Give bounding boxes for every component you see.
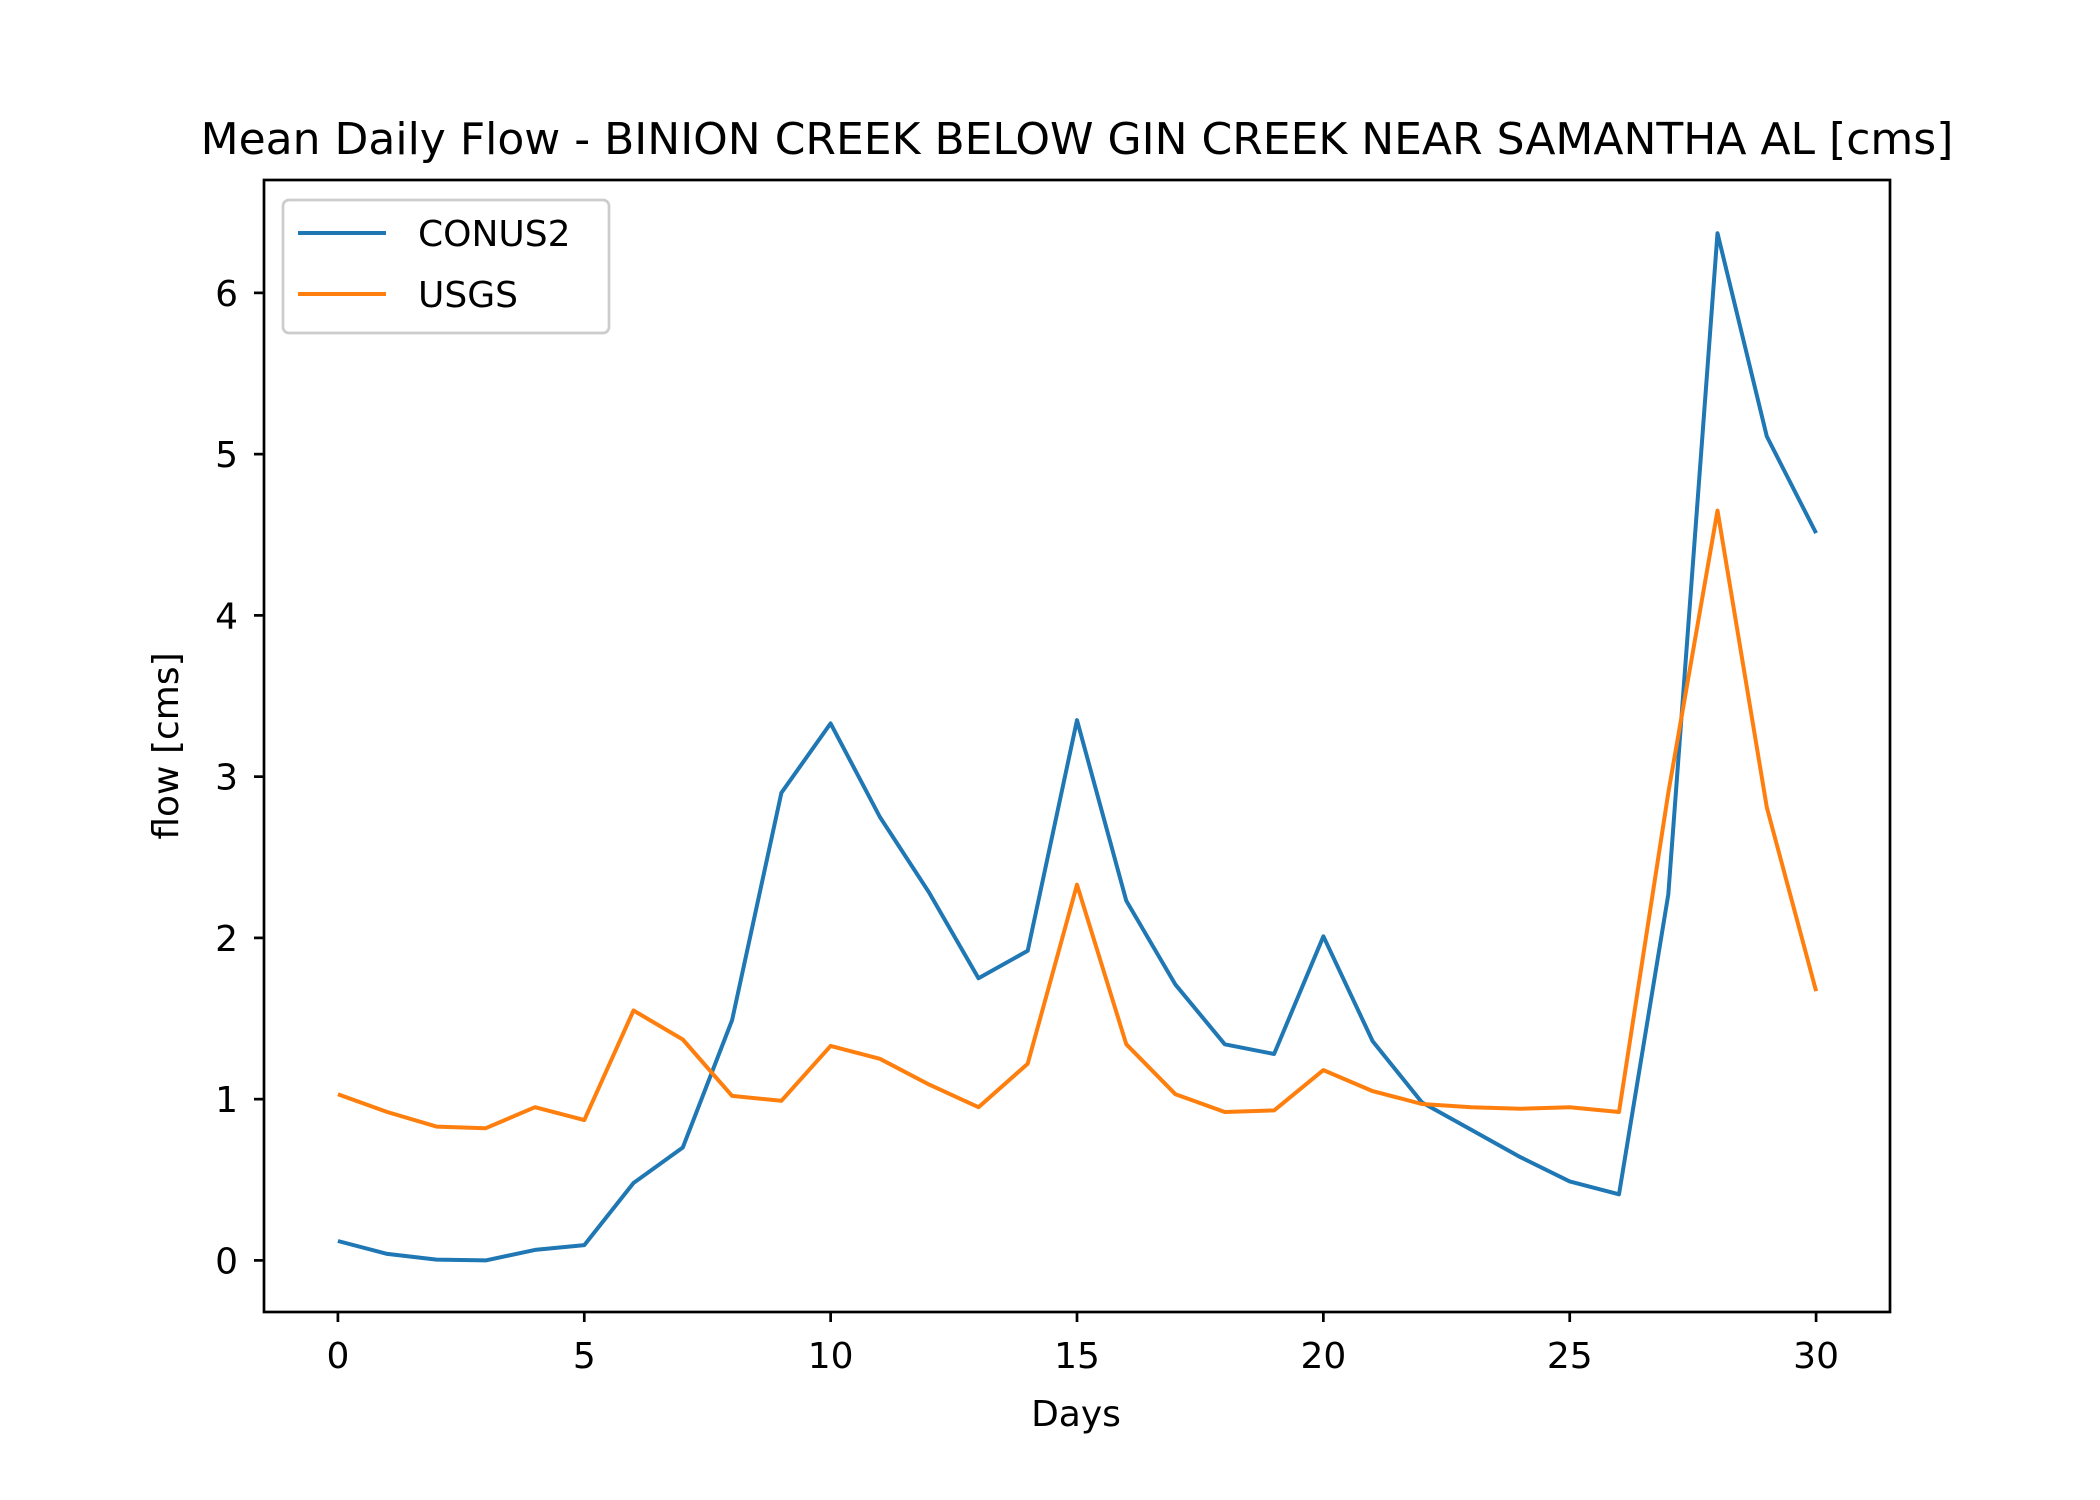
legend: CONUS2 USGS	[281, 198, 611, 335]
legend-label-conus2: CONUS2	[418, 214, 571, 255]
series-line-usgs	[337, 508, 1819, 1131]
y-tick-label: 3	[215, 758, 238, 799]
x-tick-label: 20	[1300, 1336, 1346, 1377]
plot-area-frame	[262, 178, 1892, 1314]
y-tick-label: 2	[215, 919, 238, 960]
y-tick-label: 4	[215, 596, 238, 637]
y-tick-label: 6	[215, 274, 238, 315]
x-axis-title: Days	[1031, 1394, 1121, 1435]
x-tick-label: 0	[326, 1336, 349, 1377]
y-tick-label: 1	[215, 1080, 238, 1121]
y-tick-label: 5	[215, 435, 238, 476]
x-tick-label: 10	[808, 1336, 854, 1377]
y-axis-title: flow [cms]	[146, 652, 187, 839]
x-tick-label: 15	[1054, 1336, 1100, 1377]
y-tick-label: 0	[215, 1241, 238, 1282]
x-tick-label: 5	[573, 1336, 596, 1377]
chart-title: Mean Daily Flow - BINION CREEK BELOW GIN…	[201, 114, 1954, 165]
x-axis: 0 5 10 15 20 25 30	[326, 1312, 1839, 1377]
y-axis: 0 1 2 3 4 5 6	[215, 274, 264, 1282]
legend-label-usgs: USGS	[418, 275, 518, 316]
series-layer	[337, 231, 1819, 1263]
x-tick-label: 30	[1793, 1336, 1839, 1377]
x-tick-label: 25	[1547, 1336, 1593, 1377]
series-line-conus2	[337, 231, 1818, 1263]
